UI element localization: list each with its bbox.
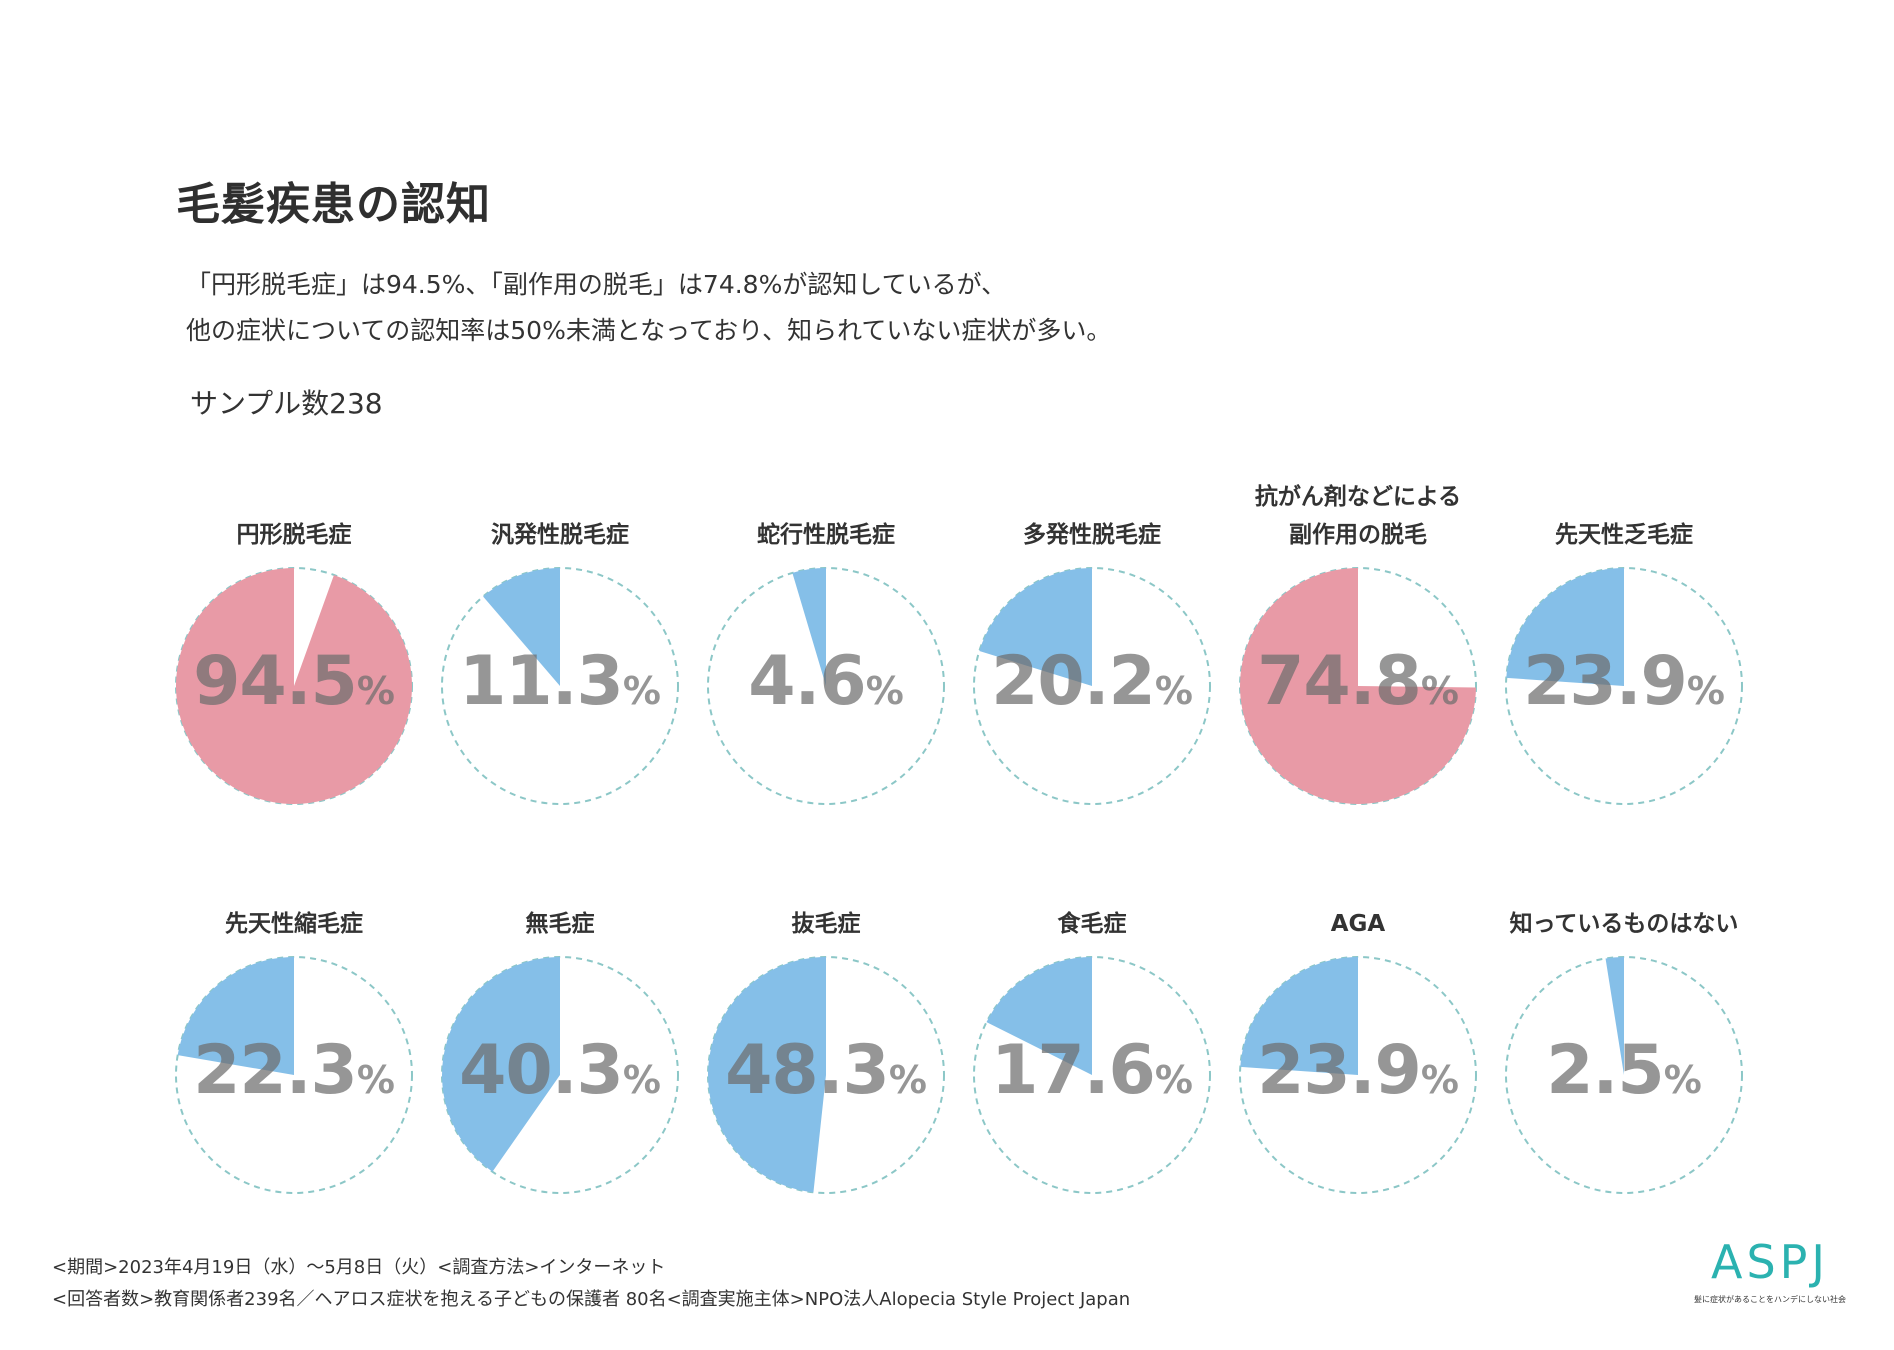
pie-11-value: 23.9% bbox=[1218, 1031, 1498, 1110]
pie-6-value-unit: % bbox=[1686, 669, 1725, 713]
pie-7-value-unit: % bbox=[356, 1058, 395, 1102]
pie-9-label-line: 抜毛症 bbox=[791, 911, 861, 937]
pie-12-value-unit: % bbox=[1663, 1058, 1702, 1102]
pie-1-value-number: 94.5 bbox=[193, 642, 358, 721]
pie-4-wedge bbox=[979, 568, 1092, 686]
pie-7 bbox=[175, 956, 413, 1194]
pie-3-label-line: 蛇行性脱毛症 bbox=[757, 522, 895, 548]
survey-footer: <期間>2023年4月19日（水）～5月8日（火）<調査方法>インターネット <… bbox=[52, 1252, 1130, 1316]
pie-4-value-unit: % bbox=[1154, 669, 1193, 713]
pie-2-value-unit: % bbox=[622, 669, 661, 713]
pie-8-value-number: 40.3 bbox=[459, 1031, 624, 1110]
logo-text: ASPJ bbox=[1711, 1235, 1829, 1289]
pie-10-wedge bbox=[986, 957, 1092, 1075]
pie-5-label: 抗がん剤などによる 副作用の脱毛 bbox=[1218, 478, 1498, 554]
pie-10-label-line: 食毛症 bbox=[1057, 911, 1127, 937]
pie-3-label: 蛇行性脱毛症 bbox=[686, 516, 966, 554]
pie-2-label: 汎発性脱毛症 bbox=[420, 516, 700, 554]
pie-10-value-unit: % bbox=[1154, 1058, 1193, 1102]
pie-9-label: 抜毛症 bbox=[686, 905, 966, 943]
pie-6-label: 先天性乏毛症 bbox=[1484, 516, 1764, 554]
pie-8-label-line: 無毛症 bbox=[525, 911, 595, 937]
pie-10-value: 17.6% bbox=[952, 1031, 1232, 1110]
pie-3-value-number: 4.6 bbox=[748, 642, 866, 721]
pie-7-label: 先天性縮毛症 bbox=[154, 905, 434, 943]
pie-11-value-number: 23.9 bbox=[1257, 1031, 1422, 1110]
pie-10-value-number: 17.6 bbox=[991, 1031, 1156, 1110]
pie-4-label-line: 多発性脱毛症 bbox=[1023, 522, 1161, 548]
pie-5-value: 74.8% bbox=[1218, 642, 1498, 721]
pie-1-label-line: 円形脱毛症 bbox=[236, 522, 352, 548]
pie-7-label-line: 先天性縮毛症 bbox=[225, 911, 363, 937]
pie-1-label: 円形脱毛症 bbox=[154, 516, 434, 554]
pie-1-wedge bbox=[176, 568, 412, 804]
pie-4-label: 多発性脱毛症 bbox=[952, 516, 1232, 554]
pie-12-value-number: 2.5 bbox=[1546, 1031, 1664, 1110]
pie-10 bbox=[973, 956, 1211, 1194]
pie-8-value: 40.3% bbox=[420, 1031, 700, 1110]
pie-1-value: 94.5% bbox=[154, 642, 434, 721]
description-line-2: 他の症状についての認知率は50%未満となっており、知られていない症状が多い。 bbox=[186, 316, 1112, 345]
pie-11 bbox=[1239, 956, 1477, 1194]
pie-6-label-line: 先天性乏毛症 bbox=[1555, 522, 1693, 548]
pie-8-value-unit: % bbox=[622, 1058, 661, 1102]
pie-12 bbox=[1505, 956, 1743, 1194]
pie-1 bbox=[175, 567, 413, 805]
pie-12-value: 2.5% bbox=[1484, 1031, 1764, 1110]
logo-mark: ASPJ bbox=[1680, 1236, 1860, 1288]
pie-11-wedge bbox=[1240, 957, 1358, 1075]
pie-8 bbox=[441, 956, 679, 1194]
pie-2-value: 11.3% bbox=[420, 642, 700, 721]
pie-12-wedge bbox=[1605, 957, 1624, 1075]
pie-3-wedge bbox=[792, 568, 826, 686]
pie-7-wedge bbox=[177, 957, 294, 1075]
aspj-logo: ASPJ 髪に症状があることをハンデにしない社会 bbox=[1680, 1236, 1860, 1305]
pie-3-value-unit: % bbox=[865, 669, 904, 713]
pie-4 bbox=[973, 567, 1211, 805]
pie-3-value: 4.6% bbox=[686, 642, 966, 721]
pie-7-value: 22.3% bbox=[154, 1031, 434, 1110]
pie-4-value-number: 20.2 bbox=[991, 642, 1156, 721]
pie-2-value-number: 11.3 bbox=[459, 642, 624, 721]
pie-6-value-number: 23.9 bbox=[1523, 642, 1688, 721]
footer-line-2: <回答者数>教育関係者239名／ヘアロス症状を抱える子どもの保護者 80名<調査… bbox=[52, 1289, 1131, 1310]
pie-9-wedge bbox=[707, 957, 826, 1193]
pie-6-value: 23.9% bbox=[1484, 642, 1764, 721]
page-title: 毛髪疾患の認知 bbox=[176, 179, 491, 230]
pie-4-value: 20.2% bbox=[952, 642, 1232, 721]
pie-11-label: AGA bbox=[1218, 905, 1498, 943]
pie-7-value-number: 22.3 bbox=[193, 1031, 358, 1110]
pie-6-wedge bbox=[1506, 568, 1624, 686]
pie-2-wedge bbox=[483, 568, 560, 686]
pie-5-wedge bbox=[1240, 568, 1476, 804]
pie-5-label-line: 抗がん剤などによる bbox=[1254, 484, 1462, 510]
pie-9 bbox=[707, 956, 945, 1194]
description: 「円形脱毛症」は94.5%、「副作用の脱毛」は74.8%が認知しているが、 他の… bbox=[186, 262, 1111, 354]
pie-2-label-line: 汎発性脱毛症 bbox=[491, 522, 629, 548]
pie-1-value-unit: % bbox=[356, 669, 395, 713]
pie-3 bbox=[707, 567, 945, 805]
pie-2 bbox=[441, 567, 679, 805]
pie-9-value-number: 48.3 bbox=[725, 1031, 890, 1110]
pie-11-value-unit: % bbox=[1420, 1058, 1459, 1102]
pie-5-value-unit: % bbox=[1420, 669, 1459, 713]
pie-12-label: 知っているものはない bbox=[1484, 905, 1764, 943]
pie-8-label: 無毛症 bbox=[420, 905, 700, 943]
pie-8-wedge bbox=[442, 957, 560, 1172]
pie-9-value-unit: % bbox=[888, 1058, 927, 1102]
pie-5 bbox=[1239, 567, 1477, 805]
pie-12-label-line: 知っているものはない bbox=[1509, 911, 1739, 937]
pie-5-value-number: 74.8 bbox=[1257, 642, 1422, 721]
pie-10-label: 食毛症 bbox=[952, 905, 1232, 943]
sample-size: サンプル数238 bbox=[190, 387, 383, 420]
description-line-1: 「円形脱毛症」は94.5%、「副作用の脱毛」は74.8%が認知しているが、 bbox=[186, 270, 1007, 299]
pie-5-label-line: 副作用の脱毛 bbox=[1289, 522, 1427, 548]
pie-9-value: 48.3% bbox=[686, 1031, 966, 1110]
logo-tagline: 髪に症状があることをハンデにしない社会 bbox=[1694, 1295, 1846, 1304]
pie-6 bbox=[1505, 567, 1743, 805]
pie-11-label-line: AGA bbox=[1330, 911, 1386, 937]
footer-line-1: <期間>2023年4月19日（水）～5月8日（火）<調査方法>インターネット bbox=[52, 1257, 666, 1278]
